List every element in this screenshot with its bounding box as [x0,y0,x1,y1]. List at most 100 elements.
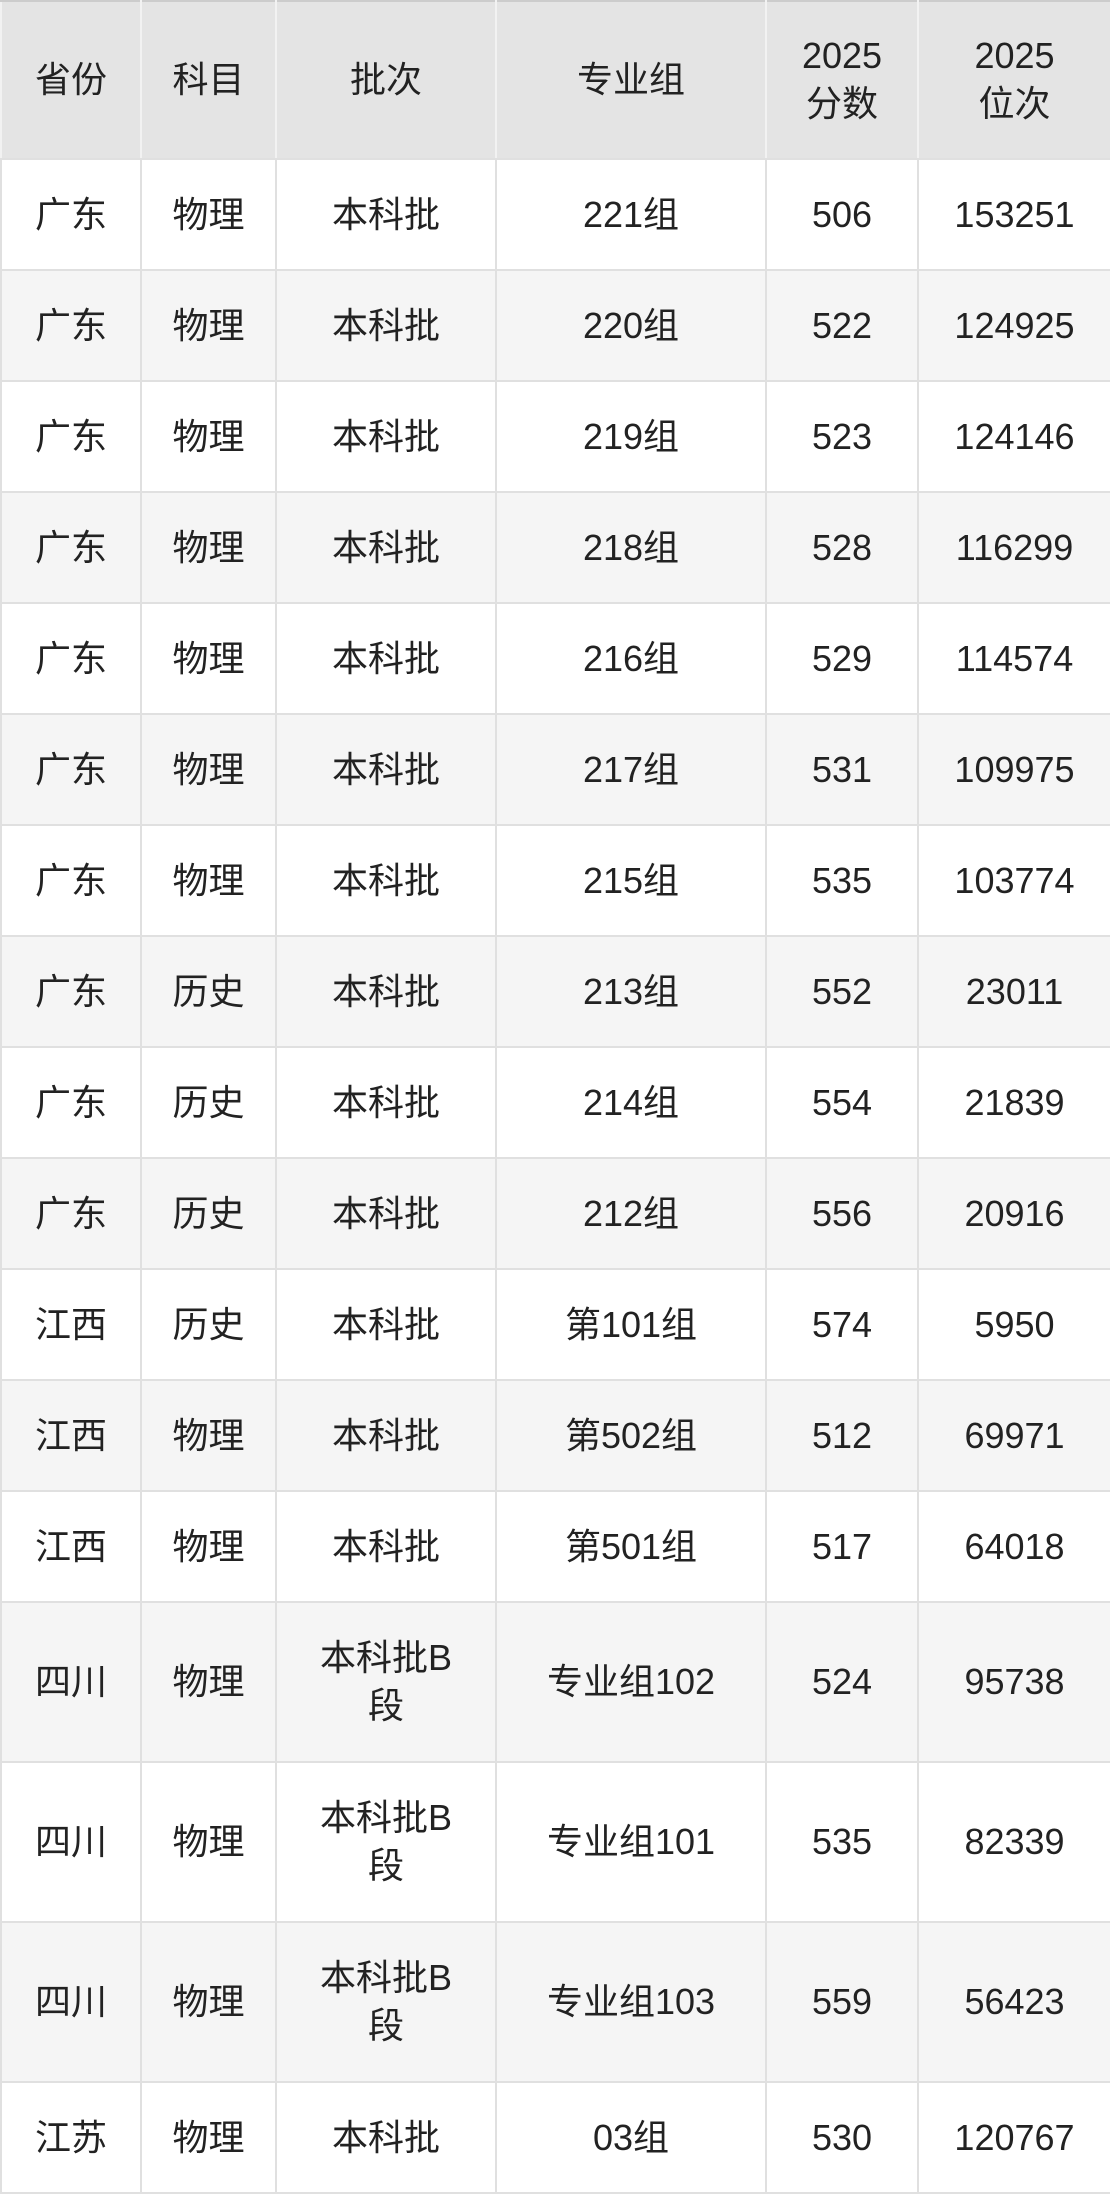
cell-group: 219组 [495,380,767,493]
cell-province: 广东 [0,1157,142,1270]
table-row: 江西 物理 本科批 第501组 517 64018 [0,1490,1110,1603]
cell-group: 专业组101 [495,1761,767,1923]
table-row: 广东 物理 本科批 217组 531 109975 [0,713,1110,826]
cell-group: 212组 [495,1157,767,1270]
cell-batch: 本科批B 段 [275,1601,497,1763]
header-row: 省份 科目 批次 专业组 2025 分数 2025 位次 [0,0,1110,160]
cell-score2025: 556 [765,1157,919,1270]
cell-score2025: 522 [765,269,919,382]
cell-batch: 本科批 [275,380,497,493]
cell-group: 221组 [495,158,767,271]
cell-batch: 本科批 [275,935,497,1048]
cell-province: 广东 [0,602,142,715]
cell-score2025: 535 [765,1761,919,1923]
table-row: 四川 物理 本科批B 段专业组101 535 82339 [0,1761,1110,1923]
cell-batch: 本科批 [275,713,497,826]
cell-batch: 本科批B 段 [275,1921,497,2083]
column-header-group: 专业组 [495,0,767,160]
cell-subject: 历史 [140,1046,277,1159]
table-header: 省份 科目 批次 专业组 2025 分数 2025 位次 [0,0,1110,160]
cell-group: 第502组 [495,1379,767,1492]
cell-score2025: 574 [765,1268,919,1381]
cell-rank2025: 23011 [917,935,1110,1048]
cell-batch: 本科批 [275,1157,497,1270]
cell-subject: 物理 [140,1490,277,1603]
table-row: 广东 历史 本科批 212组 556 20916 [0,1157,1110,1270]
cell-rank2025: 69971 [917,1379,1110,1492]
cell-subject: 物理 [140,158,277,271]
cell-subject: 历史 [140,1157,277,1270]
cell-batch: 本科批 [275,1268,497,1381]
column-header-batch: 批次 [275,0,497,160]
table-row: 广东 物理 本科批 219组 523 124146 [0,380,1110,493]
cell-group: 216组 [495,602,767,715]
cell-score2025: 523 [765,380,919,493]
table-row: 广东 物理 本科批 221组 506 153251 [0,158,1110,271]
cell-province: 广东 [0,824,142,937]
cell-subject: 物理 [140,491,277,604]
table-row: 江西 历史 本科批 第101组 574 5950 [0,1268,1110,1381]
cell-group: 第501组 [495,1490,767,1603]
table-row: 江西 物理 本科批 第502组 512 69971 [0,1379,1110,1492]
cell-rank2025: 20916 [917,1157,1110,1270]
cell-batch: 本科批 [275,1379,497,1492]
cell-subject: 物理 [140,1921,277,2083]
column-header-score2025: 2025 分数 [765,0,919,160]
cell-score2025: 528 [765,491,919,604]
cell-group: 220组 [495,269,767,382]
cell-batch: 本科批 [275,1046,497,1159]
cell-rank2025: 120767 [917,2081,1110,2194]
cell-subject: 物理 [140,1761,277,1923]
table-row: 广东 物理 本科批 218组 528 116299 [0,491,1110,604]
cell-province: 广东 [0,713,142,826]
cell-batch: 本科批 [275,269,497,382]
cell-subject: 历史 [140,935,277,1048]
cell-province: 广东 [0,491,142,604]
cell-province: 广东 [0,935,142,1048]
cell-province: 广东 [0,158,142,271]
cell-score2025: 554 [765,1046,919,1159]
cell-province: 广东 [0,380,142,493]
cell-subject: 物理 [140,1601,277,1763]
table-row: 江苏 物理 本科批 03组 530 120767 [0,2081,1110,2194]
cell-group: 专业组103 [495,1921,767,2083]
cell-group: 第101组 [495,1268,767,1381]
cell-score2025: 512 [765,1379,919,1492]
cell-score2025: 529 [765,602,919,715]
column-header-rank2025: 2025 位次 [917,0,1110,160]
table-row: 广东 历史 本科批 213组 552 23011 [0,935,1110,1048]
cell-province: 江西 [0,1268,142,1381]
cell-subject: 物理 [140,824,277,937]
cell-province: 四川 [0,1761,142,1923]
cell-rank2025: 56423 [917,1921,1110,2083]
cell-province: 广东 [0,269,142,382]
cell-subject: 物理 [140,269,277,382]
cell-subject: 物理 [140,2081,277,2194]
cell-province: 四川 [0,1601,142,1763]
cell-subject: 物理 [140,713,277,826]
cell-score2025: 552 [765,935,919,1048]
column-header-subject: 科目 [140,0,277,160]
cell-score2025: 530 [765,2081,919,2194]
cell-batch: 本科批 [275,1490,497,1603]
cell-group: 213组 [495,935,767,1048]
table-row: 四川 物理 本科批B 段专业组102 524 95738 [0,1601,1110,1763]
cell-batch: 本科批 [275,491,497,604]
cell-rank2025: 21839 [917,1046,1110,1159]
cell-group: 214组 [495,1046,767,1159]
cell-rank2025: 5950 [917,1268,1110,1381]
cell-subject: 物理 [140,1379,277,1492]
cell-province: 江苏 [0,2081,142,2194]
column-header-province: 省份 [0,0,142,160]
cell-batch: 本科批 [275,2081,497,2194]
cell-rank2025: 116299 [917,491,1110,604]
cell-subject: 历史 [140,1268,277,1381]
cell-score2025: 517 [765,1490,919,1603]
cell-subject: 物理 [140,380,277,493]
cell-subject: 物理 [140,602,277,715]
cell-score2025: 524 [765,1601,919,1763]
cell-batch: 本科批B 段 [275,1761,497,1923]
cell-rank2025: 124925 [917,269,1110,382]
cell-province: 广东 [0,1046,142,1159]
